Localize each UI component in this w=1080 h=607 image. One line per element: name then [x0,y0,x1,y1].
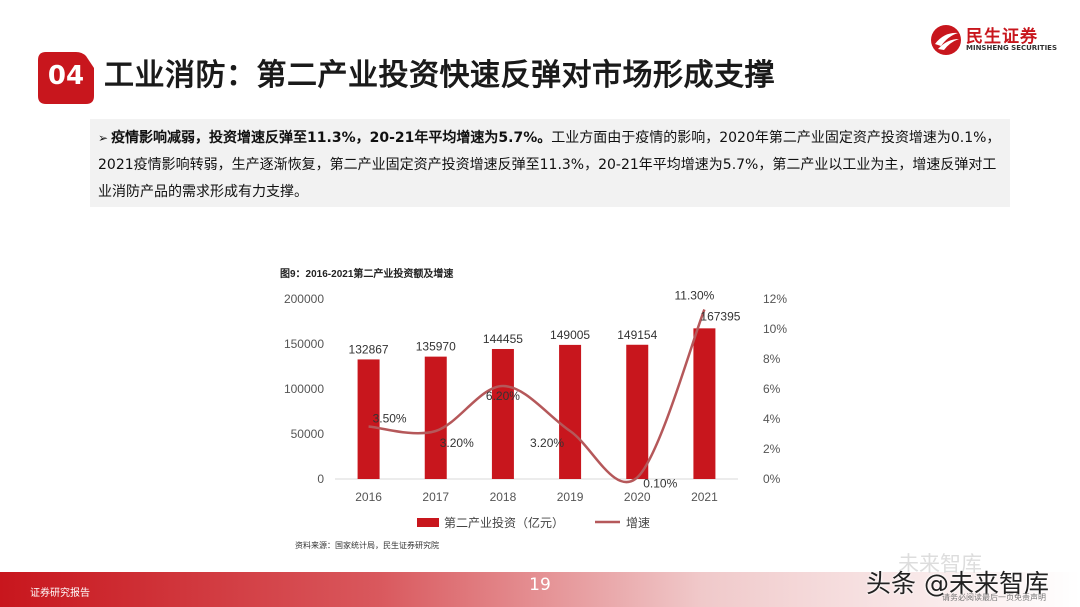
line-value-label: 6.20% [486,389,520,403]
growth-line [368,309,706,484]
line-value-label: 3.20% [440,436,474,450]
y-left-tick-label: 200000 [284,292,324,306]
x-tick-label: 2020 [624,490,651,504]
summary-box: ➢ 疫情影响减弱，投资增速反弹至11.3%，20-21年平均增速为5.7%。工业方… [90,119,1010,207]
watermark-disclaimer: 请务必阅读最后一页免责声明 [942,593,1046,602]
watermark-faded: 未来智库 [898,552,982,576]
line-value-label: 11.30% [675,289,715,303]
legend-swatch-bar [417,518,439,527]
bar [491,348,514,479]
brand-name-cn: 民生证券 [966,27,1038,47]
bar-value-label: 132867 [349,342,389,356]
summary-body: 工业方面由于疫情的影响，2020年第二产业固定资产投资增速为0.1%，2021疫… [98,130,1001,200]
bar-value-label: 149005 [550,328,590,342]
x-tick-label: 2021 [691,490,718,504]
bar [559,344,582,479]
page-title: 工业消防：第二产业投资快速反弹对市场形成支撑 [104,58,775,93]
y-right-tick-label: 0% [763,472,781,486]
bar-value-label: 149154 [617,328,657,342]
minsheng-swoosh-logo-icon [931,25,961,55]
page-number: 19 [529,575,551,595]
chart-source: 资料来源：国家统计局，民生证券研究院 [295,540,439,550]
watermark-main: 头条 @未来智库 [866,569,1049,598]
bar-value-label: 135970 [416,340,456,354]
brand-name-en: MINSHENG SECURITIES [966,44,1057,52]
brand-logo: 民生证券 MINSHENG SECURITIES [930,20,1060,60]
line-value-label: 3.50% [373,412,407,426]
y-right-tick-label: 12% [763,292,787,306]
y-right-tick-label: 2% [763,442,781,456]
line-value-label: 3.20% [530,436,564,450]
y-right-tick-label: 10% [763,322,787,336]
x-tick-label: 2018 [490,490,517,504]
footer-report-label: 证券研究报告 [30,588,90,599]
section-badge-icon [38,52,94,104]
section-number: 04 [47,61,85,91]
legend-label-line: 增速 [626,516,650,530]
y-left-tick-label: 150000 [284,337,324,351]
bar [626,344,649,479]
bullet-arrow-icon: ➢ [98,131,109,145]
bar [424,356,447,479]
bar-value-label: 167395 [700,309,740,323]
y-right-tick-label: 6% [763,382,781,396]
summary-highlight: 疫情影响减弱，投资增速反弹至11.3%，20-21年平均增速为5.7%。 [111,130,552,146]
y-left-tick-label: 0 [317,472,324,486]
x-tick-label: 2017 [422,490,449,504]
y-left-tick-label: 100000 [284,382,324,396]
y-left-tick-label: 50000 [291,427,325,441]
bar [693,328,716,479]
y-right-tick-label: 8% [763,352,781,366]
x-tick-label: 2016 [355,490,382,504]
legend-label-bar: 第二产业投资（亿元） [444,515,564,530]
line-value-label: 0.10% [643,477,677,491]
x-tick-label: 2019 [557,490,584,504]
chart-title: 图9：2016-2021第二产业投资额及增速 [280,267,453,280]
bar [357,359,380,479]
footer-bar [0,572,1080,607]
investment-chart: 图9：2016-2021第二产业投资额及增速 0 50000 100000 150000… [280,267,787,550]
y-right-tick-label: 4% [763,412,781,426]
bar-value-label: 144455 [483,332,523,346]
